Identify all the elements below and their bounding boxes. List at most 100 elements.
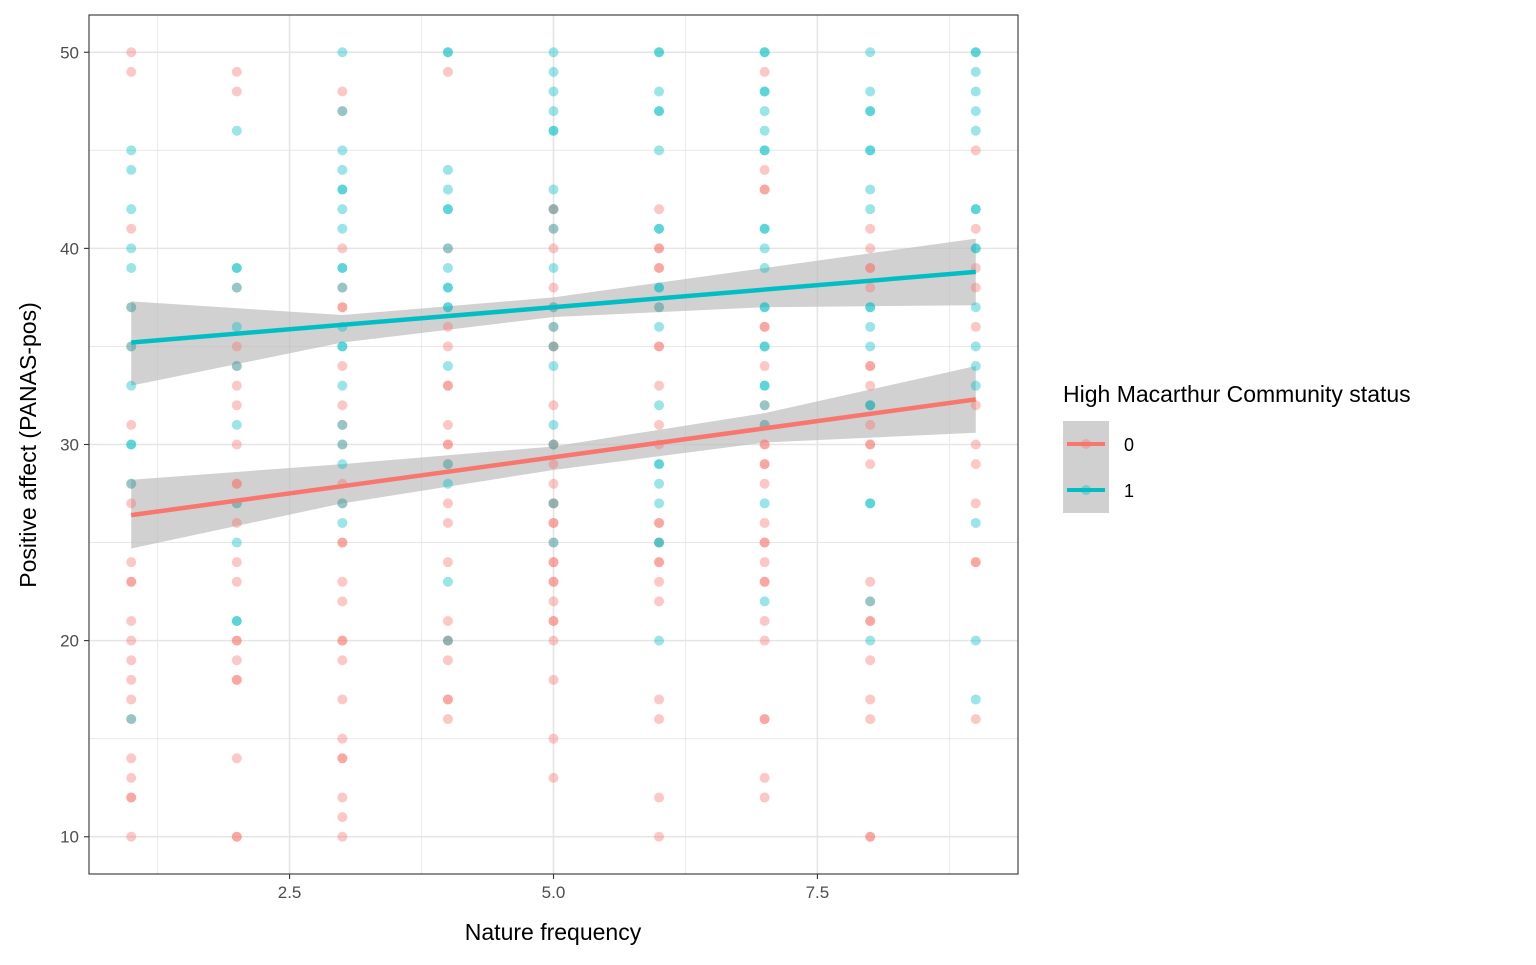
regression-line-0 <box>130 397 977 518</box>
data-point-0 <box>654 380 665 391</box>
data-point-0 <box>759 400 770 411</box>
data-point-1 <box>337 459 348 470</box>
data-point-0 <box>548 674 559 685</box>
data-point-1 <box>759 243 770 254</box>
data-point-0 <box>548 459 559 470</box>
data-point-0 <box>548 576 559 587</box>
data-point-0 <box>548 282 559 293</box>
legend-label-1: 1 <box>1124 481 1134 501</box>
y-tick-label: 20 <box>60 632 79 651</box>
data-point-1 <box>337 184 348 195</box>
data-point-0 <box>759 557 770 568</box>
data-point-0 <box>654 714 665 725</box>
data-point-1 <box>548 125 559 136</box>
data-point-1 <box>970 361 981 372</box>
data-point-1 <box>654 635 665 646</box>
data-point-0 <box>548 576 559 587</box>
data-point-0 <box>337 537 348 548</box>
data-point-0 <box>231 655 242 666</box>
regression-line-1 <box>131 269 976 345</box>
data-point-1 <box>126 714 137 725</box>
data-point-1 <box>970 106 981 117</box>
data-point-0 <box>126 772 137 783</box>
data-point-1 <box>970 380 981 391</box>
data-point-0 <box>970 282 981 293</box>
data-point-1 <box>442 164 453 175</box>
data-point-0 <box>548 498 559 509</box>
data-point-0 <box>337 596 348 607</box>
data-point-1 <box>442 459 453 470</box>
data-point-0 <box>548 478 559 489</box>
data-point-0 <box>759 459 770 470</box>
data-point-0 <box>126 498 137 509</box>
data-point-0 <box>126 478 137 489</box>
data-point-1 <box>231 262 242 273</box>
data-point-0 <box>654 694 665 705</box>
data-point-0 <box>759 714 770 725</box>
data-point-0 <box>654 341 665 352</box>
data-point-1 <box>337 262 348 273</box>
data-point-0 <box>337 831 348 842</box>
data-point-0 <box>442 419 453 430</box>
data-point-0 <box>548 204 559 215</box>
data-point-0 <box>337 302 348 313</box>
data-point-1 <box>442 47 453 58</box>
data-point-0 <box>548 557 559 568</box>
data-point-0 <box>126 792 137 803</box>
data-point-0 <box>654 302 665 313</box>
data-point-0 <box>865 282 876 293</box>
data-point-1 <box>654 47 665 58</box>
data-point-0 <box>654 576 665 587</box>
data-point-0 <box>442 616 453 627</box>
data-point-1 <box>865 498 876 509</box>
data-point-1 <box>442 282 453 293</box>
data-point-0 <box>337 419 348 430</box>
data-point-0 <box>337 361 348 372</box>
data-point-1 <box>126 439 137 450</box>
data-point-0 <box>970 459 981 470</box>
data-point-1 <box>970 86 981 97</box>
data-point-0 <box>970 145 981 156</box>
data-point-0 <box>442 557 453 568</box>
data-point-0 <box>865 223 876 234</box>
data-point-1 <box>970 635 981 646</box>
data-point-0 <box>126 47 137 58</box>
data-point-1 <box>654 223 665 234</box>
data-point-0 <box>759 321 770 332</box>
data-point-1 <box>654 537 665 548</box>
data-point-1 <box>759 380 770 391</box>
data-point-1 <box>759 223 770 234</box>
data-point-0 <box>654 596 665 607</box>
data-point-0 <box>231 635 242 646</box>
data-point-0 <box>654 341 665 352</box>
data-point-0 <box>759 184 770 195</box>
data-point-0 <box>231 400 242 411</box>
data-point-1 <box>865 47 876 58</box>
data-point-0 <box>759 576 770 587</box>
data-point-0 <box>548 439 559 450</box>
data-point-1 <box>337 282 348 293</box>
data-point-0 <box>126 753 137 764</box>
data-point-0 <box>337 576 348 587</box>
legend-entry-1: 1 <box>1063 467 1134 513</box>
data-point-0 <box>759 537 770 548</box>
data-point-0 <box>865 616 876 627</box>
data-point-1 <box>126 478 137 489</box>
data-point-1 <box>442 478 453 489</box>
data-point-1 <box>126 439 137 450</box>
data-point-0 <box>759 439 770 450</box>
data-point-0 <box>759 321 770 332</box>
data-point-0 <box>759 478 770 489</box>
data-point-0 <box>337 753 348 764</box>
data-point-0 <box>126 674 137 685</box>
data-point-0 <box>654 537 665 548</box>
data-point-0 <box>759 439 770 450</box>
data-point-0 <box>126 557 137 568</box>
data-point-1 <box>126 243 137 254</box>
data-point-1 <box>759 400 770 411</box>
data-point-0 <box>231 86 242 97</box>
data-point-0 <box>654 243 665 254</box>
data-point-1 <box>126 145 137 156</box>
data-point-0 <box>337 694 348 705</box>
